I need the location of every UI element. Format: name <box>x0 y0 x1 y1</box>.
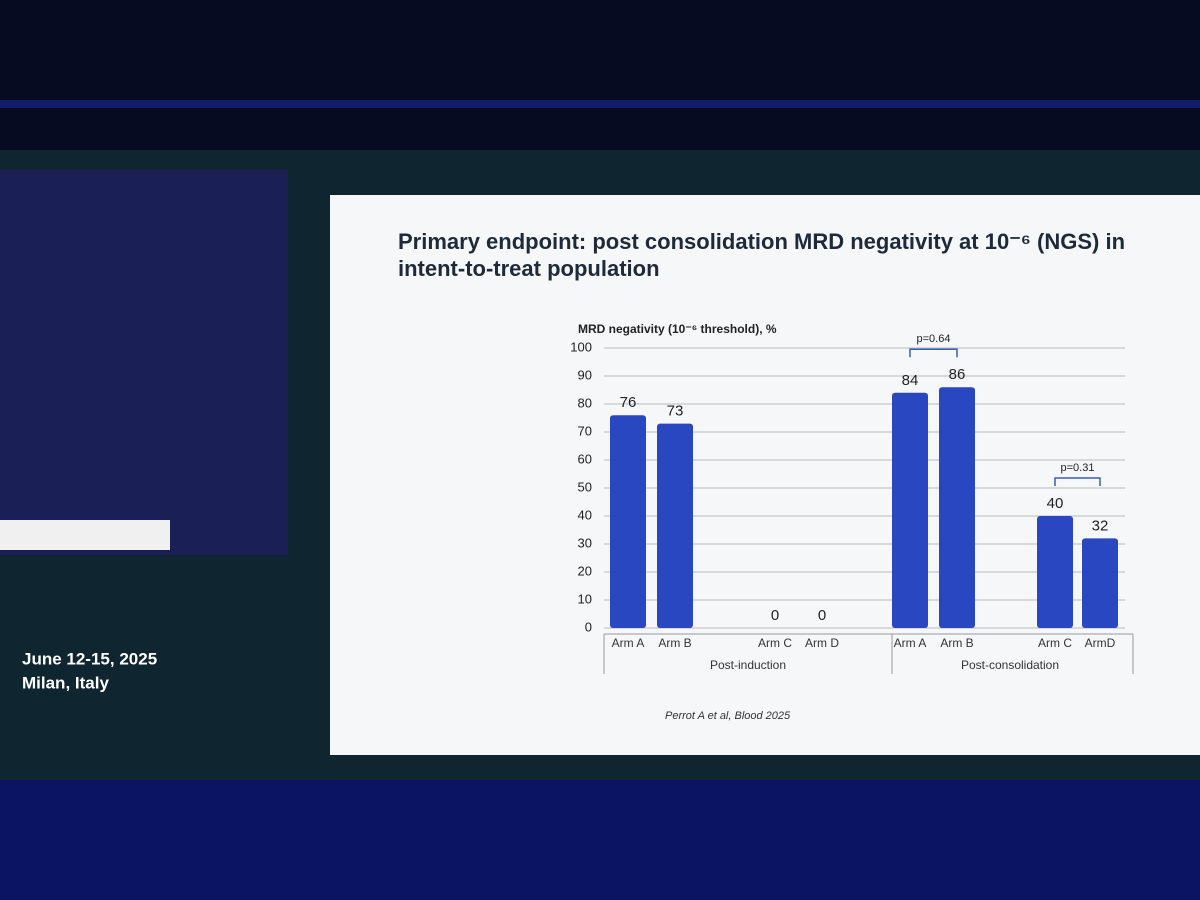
y-tick-label: 30 <box>578 535 592 550</box>
y-tick-label: 100 <box>570 339 592 354</box>
y-axis-label: MRD negativity (10⁻⁶ threshold), % <box>578 322 777 336</box>
event-location: Milan, Italy <box>22 673 109 692</box>
bar <box>1082 538 1118 628</box>
ceiling <box>0 0 1200 150</box>
bar <box>1037 516 1073 628</box>
data-label: 86 <box>949 366 966 383</box>
x-tick-label: ArmD <box>1085 636 1116 650</box>
annotation: p=0.31 <box>1061 462 1095 474</box>
data-label: 76 <box>620 394 637 411</box>
y-tick-label: 90 <box>578 367 592 382</box>
x-tick-label: Arm A <box>612 636 645 650</box>
bar <box>892 392 928 628</box>
podium <box>0 520 170 550</box>
y-tick-label: 60 <box>578 451 592 466</box>
x-tick-label: Arm C <box>1038 636 1072 650</box>
group-label: Post-induction <box>710 658 786 672</box>
x-tick-label: Arm A <box>894 636 927 650</box>
x-tick-label: Arm D <box>805 636 839 650</box>
bracket <box>909 348 958 358</box>
group-label: Post-consolidation <box>961 658 1059 672</box>
truss <box>0 100 1200 108</box>
bar <box>657 423 693 628</box>
y-tick-label: 20 <box>578 563 592 578</box>
data-label: 32 <box>1092 517 1109 534</box>
curtain <box>0 780 1200 900</box>
y-tick-label: 50 <box>578 479 592 494</box>
y-tick-label: 40 <box>578 507 592 522</box>
data-label: 0 <box>818 607 826 624</box>
speaker-video <box>0 170 288 555</box>
data-label: 40 <box>1047 495 1064 512</box>
y-tick-label: 80 <box>578 395 592 410</box>
slide <box>330 195 1200 755</box>
bar <box>610 415 646 628</box>
data-label: 84 <box>902 372 919 389</box>
x-tick-label: Arm B <box>658 636 691 650</box>
x-tick-label: Arm B <box>940 636 973 650</box>
y-tick-label: 0 <box>585 619 592 634</box>
bar <box>939 387 975 628</box>
data-label: 0 <box>771 607 779 624</box>
event-dates: June 12-15, 2025 <box>22 649 157 668</box>
source: Perrot A et al, Blood 2025 <box>665 710 791 722</box>
x-tick-label: Arm C <box>758 636 792 650</box>
y-tick-label: 70 <box>578 423 592 438</box>
bracket <box>1054 477 1101 486</box>
annotation: p=0.64 <box>917 333 951 345</box>
data-label: 73 <box>667 403 684 420</box>
y-tick-label: 10 <box>578 591 592 606</box>
chart-title: Primary endpoint: post consolidation MRD… <box>398 229 1126 281</box>
